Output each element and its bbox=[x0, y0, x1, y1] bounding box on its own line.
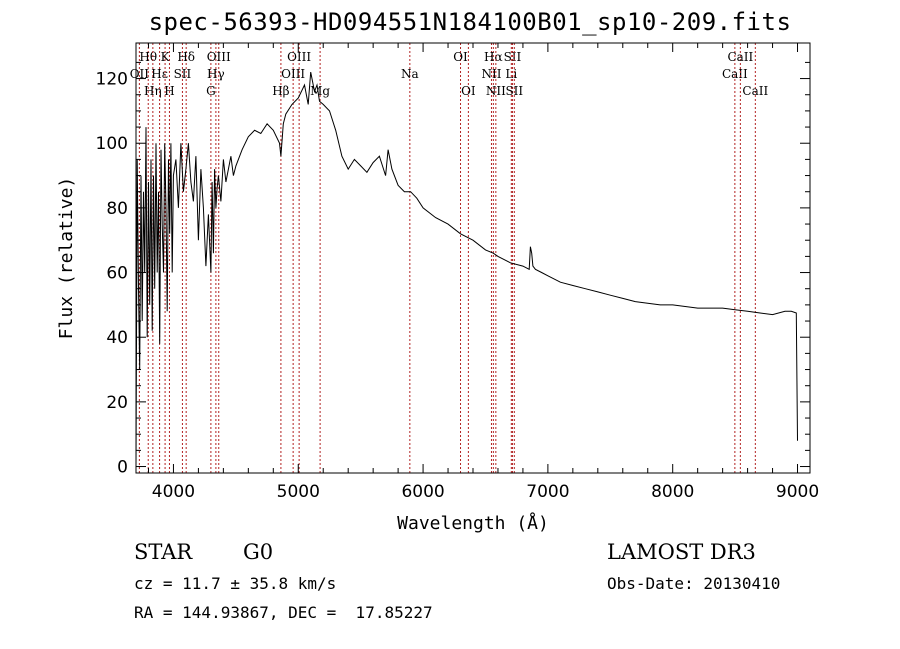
line-marker-label: Na bbox=[401, 67, 419, 81]
object-subclass: G0 bbox=[243, 540, 274, 564]
line-marker-label: H bbox=[164, 84, 174, 98]
x-axis: 4000 5000 6000 7000 8000 9000 bbox=[147, 43, 819, 502]
line-marker-label: Hα bbox=[484, 50, 503, 64]
radec-info: RA = 144.93867, DEC = 17.85227 bbox=[134, 603, 433, 622]
line-marker-label: SII bbox=[504, 50, 522, 64]
y-tick-label: 120 bbox=[96, 70, 128, 90]
line-marker-label: K bbox=[161, 50, 171, 64]
line-marker-label: OI bbox=[461, 84, 476, 98]
x-tick-label: 6000 bbox=[401, 482, 444, 502]
line-marker-label: OIII bbox=[281, 67, 305, 81]
y-axis-label: Flux (relative) bbox=[56, 177, 77, 340]
survey-name: LAMOST DR3 bbox=[607, 540, 756, 564]
line-marker-label: OI bbox=[453, 50, 468, 64]
x-tick-label: 7000 bbox=[526, 482, 569, 502]
y-tick-label: 80 bbox=[106, 199, 128, 219]
x-tick-label: 5000 bbox=[277, 482, 320, 502]
x-axis-label: Wavelength (Å) bbox=[397, 512, 549, 534]
x-tick-label: 8000 bbox=[651, 482, 694, 502]
y-tick-label: 100 bbox=[96, 134, 128, 154]
plot-frame bbox=[135, 42, 811, 474]
line-marker-label: Li bbox=[505, 67, 517, 81]
x-tick-label: 9000 bbox=[776, 482, 819, 502]
line-marker-label: Hβ bbox=[272, 84, 289, 98]
line-marker-label: Hθ bbox=[139, 50, 157, 64]
line-marker-label: OIII bbox=[207, 50, 231, 64]
spectrum-line bbox=[135, 72, 798, 467]
line-marker-label: OII bbox=[130, 67, 150, 81]
line-marker-label: Hδ bbox=[177, 50, 195, 64]
chart-title: spec-56393-HD094551N184100B01_sp10-209.f… bbox=[148, 8, 792, 36]
line-marker-label: Hγ bbox=[207, 67, 225, 81]
line-marker-label: OIII bbox=[287, 50, 311, 64]
line-marker-label: Mg bbox=[310, 84, 330, 98]
line-marker-label: G bbox=[206, 84, 216, 98]
line-marker-label: SII bbox=[505, 84, 523, 98]
x-tick-label: 4000 bbox=[152, 482, 195, 502]
object-class: STAR bbox=[134, 540, 193, 564]
line-marker-label: SII bbox=[174, 67, 192, 81]
line-marker-label: CaII bbox=[722, 67, 748, 81]
y-tick-label: 60 bbox=[106, 264, 128, 284]
line-marker-label: CaII bbox=[727, 50, 753, 64]
obs-date: Obs-Date: 20130410 bbox=[607, 574, 781, 593]
line-markers: OIIHθHηHεKHSIIHδGHγOIIIHβOIIIOIIIMgNaOIO… bbox=[130, 43, 768, 473]
line-marker-label: CaII bbox=[742, 84, 768, 98]
line-marker-label: NII bbox=[486, 84, 506, 98]
y-axis: 0 20 40 60 80 100 120 bbox=[96, 61, 810, 478]
line-marker-label: NII bbox=[481, 67, 501, 81]
line-marker-label: Hη bbox=[144, 84, 162, 98]
y-tick-label: 40 bbox=[106, 328, 128, 348]
redshift-info: cz = 11.7 ± 35.8 km/s bbox=[134, 574, 337, 593]
y-tick-label: 0 bbox=[117, 458, 128, 478]
y-tick-label: 20 bbox=[106, 393, 128, 413]
line-marker-label: Hε bbox=[151, 67, 168, 81]
